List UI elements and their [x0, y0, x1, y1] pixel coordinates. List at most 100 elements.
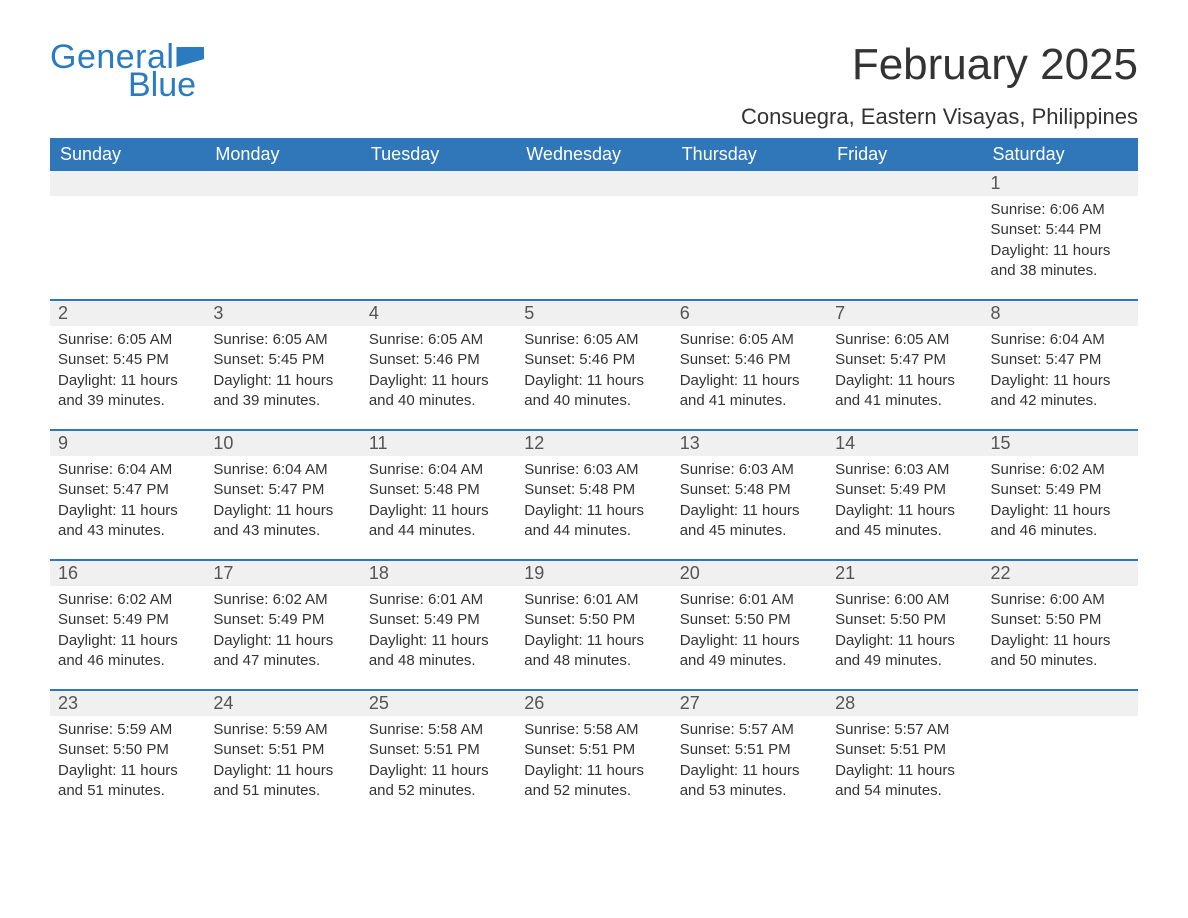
daylight-line: Daylight: 11 hours and 44 minutes.: [369, 501, 508, 542]
day-number-cell: 1: [983, 171, 1138, 196]
daylight-line: Daylight: 11 hours and 48 minutes.: [369, 631, 508, 672]
weekday-header: Thursday: [672, 138, 827, 171]
daylight-line: Daylight: 11 hours and 38 minutes.: [991, 241, 1130, 282]
sunrise-line: Sunrise: 6:05 AM: [835, 330, 974, 350]
day-content-cell: Sunrise: 6:05 AMSunset: 5:46 PMDaylight:…: [516, 326, 671, 430]
day-number-cell: [516, 171, 671, 196]
daylight-line: Daylight: 11 hours and 52 minutes.: [524, 761, 663, 802]
daylight-line: Daylight: 11 hours and 43 minutes.: [58, 501, 197, 542]
sunrise-line: Sunrise: 6:03 AM: [835, 460, 974, 480]
daylight-line: Daylight: 11 hours and 51 minutes.: [213, 761, 352, 802]
day-number-cell: 11: [361, 430, 516, 456]
location-label: Consuegra, Eastern Visayas, Philippines: [741, 104, 1138, 130]
day-number-cell: [50, 171, 205, 196]
daylight-line: Daylight: 11 hours and 39 minutes.: [58, 371, 197, 412]
day-number-cell: 21: [827, 560, 982, 586]
sunrise-line: Sunrise: 6:05 AM: [213, 330, 352, 350]
day-number-cell: 8: [983, 300, 1138, 326]
sunset-line: Sunset: 5:51 PM: [213, 740, 352, 760]
day-content-cell: Sunrise: 6:00 AMSunset: 5:50 PMDaylight:…: [983, 586, 1138, 690]
sunrise-line: Sunrise: 5:59 AM: [213, 720, 352, 740]
daylight-line: Daylight: 11 hours and 52 minutes.: [369, 761, 508, 802]
day-content-row: Sunrise: 6:05 AMSunset: 5:45 PMDaylight:…: [50, 326, 1138, 430]
sunrise-line: Sunrise: 6:02 AM: [213, 590, 352, 610]
sunset-line: Sunset: 5:47 PM: [213, 480, 352, 500]
logo-text-blue: Blue: [128, 68, 204, 102]
sunrise-line: Sunrise: 5:58 AM: [524, 720, 663, 740]
day-number-row: 2345678: [50, 300, 1138, 326]
day-number-row: 1: [50, 171, 1138, 196]
sunset-line: Sunset: 5:48 PM: [369, 480, 508, 500]
sunrise-line: Sunrise: 6:05 AM: [524, 330, 663, 350]
day-content-cell: [361, 196, 516, 300]
sunrise-line: Sunrise: 6:04 AM: [58, 460, 197, 480]
sunrise-line: Sunrise: 6:05 AM: [369, 330, 508, 350]
daylight-line: Daylight: 11 hours and 45 minutes.: [680, 501, 819, 542]
day-content-cell: [50, 196, 205, 300]
day-content-cell: Sunrise: 5:59 AMSunset: 5:51 PMDaylight:…: [205, 716, 360, 820]
sunset-line: Sunset: 5:51 PM: [524, 740, 663, 760]
sunrise-line: Sunrise: 5:59 AM: [58, 720, 197, 740]
daylight-line: Daylight: 11 hours and 53 minutes.: [680, 761, 819, 802]
day-number-cell: 12: [516, 430, 671, 456]
day-content-cell: Sunrise: 6:02 AMSunset: 5:49 PMDaylight:…: [983, 456, 1138, 560]
daylight-line: Daylight: 11 hours and 46 minutes.: [991, 501, 1130, 542]
day-number-cell: 4: [361, 300, 516, 326]
sunset-line: Sunset: 5:49 PM: [835, 480, 974, 500]
day-number-cell: 25: [361, 690, 516, 716]
day-content-cell: Sunrise: 5:58 AMSunset: 5:51 PMDaylight:…: [516, 716, 671, 820]
day-number-cell: 23: [50, 690, 205, 716]
sunset-line: Sunset: 5:50 PM: [524, 610, 663, 630]
sunset-line: Sunset: 5:51 PM: [835, 740, 974, 760]
day-number-cell: [205, 171, 360, 196]
weekday-header: Monday: [205, 138, 360, 171]
day-content-row: Sunrise: 6:02 AMSunset: 5:49 PMDaylight:…: [50, 586, 1138, 690]
day-number-cell: 19: [516, 560, 671, 586]
daylight-line: Daylight: 11 hours and 49 minutes.: [680, 631, 819, 672]
sunrise-line: Sunrise: 6:01 AM: [369, 590, 508, 610]
day-number-cell: 10: [205, 430, 360, 456]
daylight-line: Daylight: 11 hours and 43 minutes.: [213, 501, 352, 542]
daylight-line: Daylight: 11 hours and 40 minutes.: [524, 371, 663, 412]
sunrise-line: Sunrise: 5:57 AM: [680, 720, 819, 740]
daylight-line: Daylight: 11 hours and 49 minutes.: [835, 631, 974, 672]
day-number-cell: 27: [672, 690, 827, 716]
sunset-line: Sunset: 5:49 PM: [58, 610, 197, 630]
day-content-cell: Sunrise: 6:05 AMSunset: 5:46 PMDaylight:…: [672, 326, 827, 430]
day-number-cell: 7: [827, 300, 982, 326]
day-number-cell: 22: [983, 560, 1138, 586]
weekday-header: Wednesday: [516, 138, 671, 171]
sunset-line: Sunset: 5:47 PM: [835, 350, 974, 370]
day-number-cell: [827, 171, 982, 196]
day-number-cell: 17: [205, 560, 360, 586]
sunset-line: Sunset: 5:46 PM: [680, 350, 819, 370]
day-content-cell: Sunrise: 6:01 AMSunset: 5:50 PMDaylight:…: [672, 586, 827, 690]
day-content-cell: Sunrise: 6:02 AMSunset: 5:49 PMDaylight:…: [205, 586, 360, 690]
day-content-cell: Sunrise: 6:04 AMSunset: 5:48 PMDaylight:…: [361, 456, 516, 560]
day-content-cell: Sunrise: 6:01 AMSunset: 5:49 PMDaylight:…: [361, 586, 516, 690]
day-content-cell: Sunrise: 5:58 AMSunset: 5:51 PMDaylight:…: [361, 716, 516, 820]
sunrise-line: Sunrise: 6:04 AM: [991, 330, 1130, 350]
sunset-line: Sunset: 5:48 PM: [524, 480, 663, 500]
daylight-line: Daylight: 11 hours and 54 minutes.: [835, 761, 974, 802]
day-content-row: Sunrise: 6:04 AMSunset: 5:47 PMDaylight:…: [50, 456, 1138, 560]
sunrise-line: Sunrise: 5:57 AM: [835, 720, 974, 740]
day-number-cell: [361, 171, 516, 196]
sunrise-line: Sunrise: 6:05 AM: [58, 330, 197, 350]
day-content-cell: Sunrise: 6:04 AMSunset: 5:47 PMDaylight:…: [205, 456, 360, 560]
day-content-cell: Sunrise: 6:03 AMSunset: 5:48 PMDaylight:…: [672, 456, 827, 560]
daylight-line: Daylight: 11 hours and 48 minutes.: [524, 631, 663, 672]
day-content-cell: Sunrise: 5:57 AMSunset: 5:51 PMDaylight:…: [672, 716, 827, 820]
month-title: February 2025: [741, 40, 1138, 90]
day-number-cell: 15: [983, 430, 1138, 456]
sunset-line: Sunset: 5:48 PM: [680, 480, 819, 500]
sunset-line: Sunset: 5:50 PM: [835, 610, 974, 630]
day-number-cell: 20: [672, 560, 827, 586]
sunset-line: Sunset: 5:46 PM: [369, 350, 508, 370]
sunset-line: Sunset: 5:49 PM: [213, 610, 352, 630]
day-number-cell: 26: [516, 690, 671, 716]
day-content-cell: Sunrise: 6:00 AMSunset: 5:50 PMDaylight:…: [827, 586, 982, 690]
sunrise-line: Sunrise: 6:04 AM: [213, 460, 352, 480]
day-number-cell: [672, 171, 827, 196]
sunrise-line: Sunrise: 6:04 AM: [369, 460, 508, 480]
